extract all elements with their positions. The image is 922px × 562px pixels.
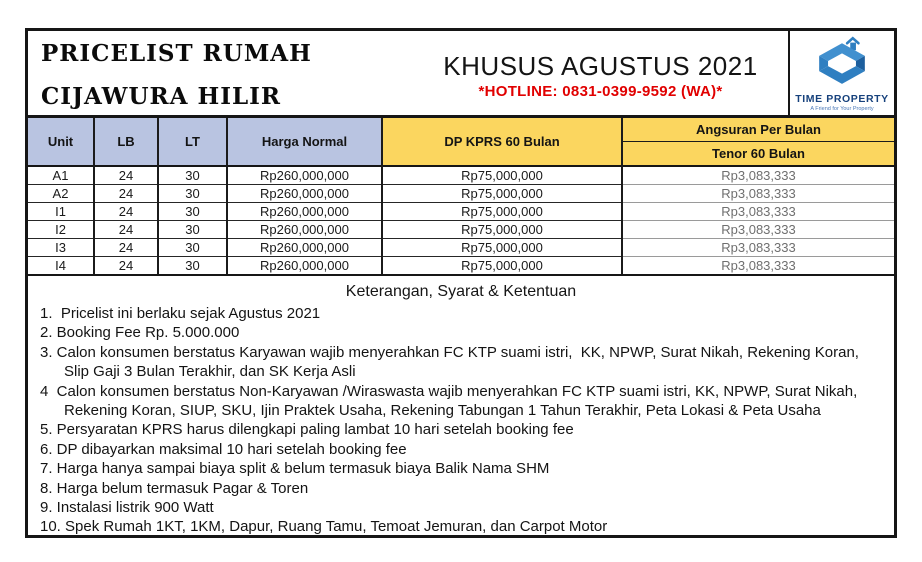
title-block: PRICELIST RUMAH CIJAWURA HILIR <box>28 31 413 115</box>
cell-dp: Rp75,000,000 <box>381 202 622 221</box>
cell-angsuran: Rp3,083,333 <box>621 238 894 257</box>
terms-item-4: 4 Calon konsumen berstatus Non-Karyawan … <box>40 382 862 420</box>
cell-harga: Rp260,000,000 <box>226 202 382 221</box>
cell-dp: Rp75,000,000 <box>381 220 622 239</box>
cell-lt: 30 <box>157 238 227 257</box>
cell-unit: I1 <box>28 202 94 221</box>
cell-dp: Rp75,000,000 <box>381 256 622 276</box>
cell-harga: Rp260,000,000 <box>226 220 382 239</box>
cell-angsuran: Rp3,083,333 <box>621 220 894 239</box>
cell-angsuran: Rp3,083,333 <box>621 202 894 221</box>
cell-lb: 24 <box>93 220 158 239</box>
terms-item-2: 2. Booking Fee Rp. 5.000.000 <box>40 324 240 342</box>
cell-harga: Rp260,000,000 <box>226 238 382 257</box>
cell-lb: 24 <box>93 238 158 257</box>
column-header-tenor: Tenor 60 Bulan <box>621 141 894 166</box>
cell-unit: A1 <box>28 165 94 185</box>
cell-dp: Rp75,000,000 <box>381 184 622 203</box>
logo-tagline: A Friend for Your Property <box>810 106 874 112</box>
column-header-unit: Unit <box>28 118 94 166</box>
pricelist-table: Unit LB LT Harga Normal DP KPRS 60 Bulan… <box>28 118 894 276</box>
cell-harga: Rp260,000,000 <box>226 256 382 276</box>
terms-item-10: 10. Spek Rumah 1KT, 1KM, Dapur, Ruang Ta… <box>40 518 608 536</box>
table-row: I3 24 30 Rp260,000,000 Rp75,000,000 Rp3,… <box>28 238 894 257</box>
document-title-line2: CIJAWURA HILIR <box>41 83 282 110</box>
cell-lb: 24 <box>93 165 158 185</box>
cell-unit: I4 <box>28 256 94 276</box>
column-header-angsuran: Angsuran Per Bulan <box>621 118 894 142</box>
cell-angsuran: Rp3,083,333 <box>621 165 894 185</box>
cell-lt: 30 <box>157 220 227 239</box>
document-border-frame: PRICELIST RUMAH CIJAWURA HILIR KHUSUS AG… <box>25 28 897 538</box>
cell-harga: Rp260,000,000 <box>226 184 382 203</box>
table-row: A1 24 30 Rp260,000,000 Rp75,000,000 Rp3,… <box>28 165 894 185</box>
terms-item-1: 1. Pricelist ini berlaku sejak Agustus 2… <box>40 305 321 322</box>
promo-block: KHUSUS AGUSTUS 2021 *HOTLINE: 0831-0399-… <box>413 31 788 115</box>
cell-dp: Rp75,000,000 <box>381 238 622 257</box>
column-header-harga-normal: Harga Normal <box>226 118 382 166</box>
cell-lb: 24 <box>93 202 158 221</box>
terms-title: Keterangan, Syarat & Ketentuan <box>345 283 577 300</box>
cell-unit: I3 <box>28 238 94 257</box>
cell-unit: A2 <box>28 184 94 203</box>
table-row: I4 24 30 Rp260,000,000 Rp75,000,000 Rp3,… <box>28 256 894 276</box>
terms-item-5: 5. Persyaratan KPRS harus dilengkapi pal… <box>40 421 574 439</box>
table-row: I1 24 30 Rp260,000,000 Rp75,000,000 Rp3,… <box>28 202 894 221</box>
terms-item-3: 3. Calon konsumen berstatus Karyawan waj… <box>40 343 864 381</box>
terms-item-7: 7. Harga hanya sampai biaya split & belu… <box>40 460 550 478</box>
column-header-dp-kprs: DP KPRS 60 Bulan <box>381 118 622 166</box>
cell-lb: 24 <box>93 184 158 203</box>
table-row: A2 24 30 Rp260,000,000 Rp75,000,000 Rp3,… <box>28 184 894 203</box>
cell-harga: Rp260,000,000 <box>226 165 382 185</box>
hotline-number: *HOTLINE: 0831-0399-9592 (WA)* <box>478 82 723 100</box>
terms-section: Keterangan, Syarat & Ketentuan 1. Pricel… <box>28 276 894 537</box>
cell-lt: 30 <box>157 184 227 203</box>
promo-month-label: KHUSUS AGUSTUS 2021 <box>443 50 758 81</box>
document-header: PRICELIST RUMAH CIJAWURA HILIR KHUSUS AG… <box>28 31 894 118</box>
column-header-lt: LT <box>157 118 227 166</box>
terms-item-6: 6. DP dibayarkan maksimal 10 hari setela… <box>40 440 407 458</box>
time-property-logo-icon <box>810 35 874 92</box>
cell-lt: 30 <box>157 256 227 276</box>
table-row: I2 24 30 Rp260,000,000 Rp75,000,000 Rp3,… <box>28 220 894 239</box>
cell-angsuran: Rp3,083,333 <box>621 256 894 276</box>
cell-unit: I2 <box>28 220 94 239</box>
logo-company-name: TIME PROPERTY <box>795 93 889 105</box>
terms-item-9: 9. Instalasi listrik 900 Watt <box>40 499 214 517</box>
cell-lt: 30 <box>157 202 227 221</box>
cell-dp: Rp75,000,000 <box>381 165 622 185</box>
column-header-lb: LB <box>93 118 158 166</box>
cell-lb: 24 <box>93 256 158 276</box>
company-logo: TIME PROPERTY A Friend for Your Property <box>788 31 894 115</box>
document-title-line1: PRICELIST RUMAH <box>41 40 312 67</box>
cell-angsuran: Rp3,083,333 <box>621 184 894 203</box>
terms-item-8: 8. Harga belum termasuk Pagar & Toren <box>40 479 309 497</box>
cell-lt: 30 <box>157 165 227 185</box>
